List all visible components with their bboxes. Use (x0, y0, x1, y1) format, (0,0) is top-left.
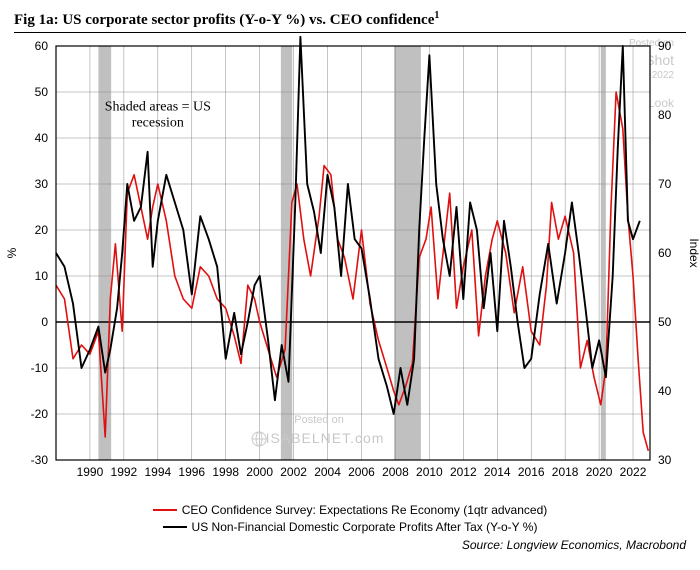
svg-text:2010: 2010 (416, 465, 443, 479)
legend-item: US Non-Financial Domestic Corporate Prof… (163, 520, 538, 534)
legend-swatch (163, 526, 187, 528)
svg-text:70: 70 (658, 177, 672, 191)
svg-text:2012: 2012 (450, 465, 477, 479)
svg-text:1990: 1990 (77, 465, 104, 479)
svg-text:2000: 2000 (246, 465, 273, 479)
svg-text:-20: -20 (31, 407, 49, 421)
svg-text:2014: 2014 (484, 465, 511, 479)
svg-text:20: 20 (35, 223, 49, 237)
svg-text:2002: 2002 (280, 465, 307, 479)
legend-label: CEO Confidence Survey: Expectations Re E… (182, 503, 548, 517)
svg-text:60: 60 (35, 39, 49, 53)
svg-text:Index: Index (687, 238, 700, 267)
legend-swatch (153, 509, 177, 511)
legend-item: CEO Confidence Survey: Expectations Re E… (153, 503, 548, 517)
svg-text:60: 60 (658, 246, 672, 260)
svg-text:10: 10 (35, 269, 49, 283)
svg-text:2006: 2006 (348, 465, 375, 479)
svg-text:1996: 1996 (178, 465, 205, 479)
svg-text:0: 0 (41, 315, 48, 329)
chart-plot: 1990199219941996199820002002200420062008… (0, 0, 700, 570)
chart-svg: 1990199219941996199820002002200420062008… (0, 0, 700, 570)
svg-text:%: % (5, 247, 19, 258)
svg-text:2020: 2020 (586, 465, 613, 479)
svg-text:ISABELNET.com: ISABELNET.com (266, 430, 385, 446)
svg-text:Shaded areas = US: Shaded areas = US (105, 99, 211, 114)
legend-label: US Non-Financial Domestic Corporate Prof… (192, 520, 538, 534)
svg-text:Posted on: Posted on (294, 414, 344, 426)
legend: CEO Confidence Survey: Expectations Re E… (0, 500, 700, 534)
svg-text:40: 40 (35, 131, 49, 145)
svg-text:1998: 1998 (212, 465, 239, 479)
svg-text:30: 30 (35, 177, 49, 191)
svg-text:40: 40 (658, 384, 672, 398)
figure-container: { "title": "Fig 1a: US corporate sector … (0, 0, 700, 570)
svg-text:2016: 2016 (518, 465, 545, 479)
svg-text:90: 90 (658, 39, 672, 53)
svg-text:50: 50 (658, 315, 672, 329)
svg-text:50: 50 (35, 85, 49, 99)
svg-text:30: 30 (658, 453, 672, 467)
svg-text:2018: 2018 (552, 465, 579, 479)
svg-text:-10: -10 (31, 361, 49, 375)
svg-text:1994: 1994 (144, 465, 171, 479)
svg-text:2008: 2008 (382, 465, 409, 479)
svg-text:80: 80 (658, 108, 672, 122)
svg-text:-30: -30 (31, 453, 49, 467)
source-text: Source: Longview Economics, Macrobond (462, 538, 686, 552)
svg-text:recession: recession (132, 115, 184, 130)
svg-text:2022: 2022 (620, 465, 647, 479)
svg-text:2004: 2004 (314, 465, 341, 479)
svg-text:1992: 1992 (111, 465, 138, 479)
